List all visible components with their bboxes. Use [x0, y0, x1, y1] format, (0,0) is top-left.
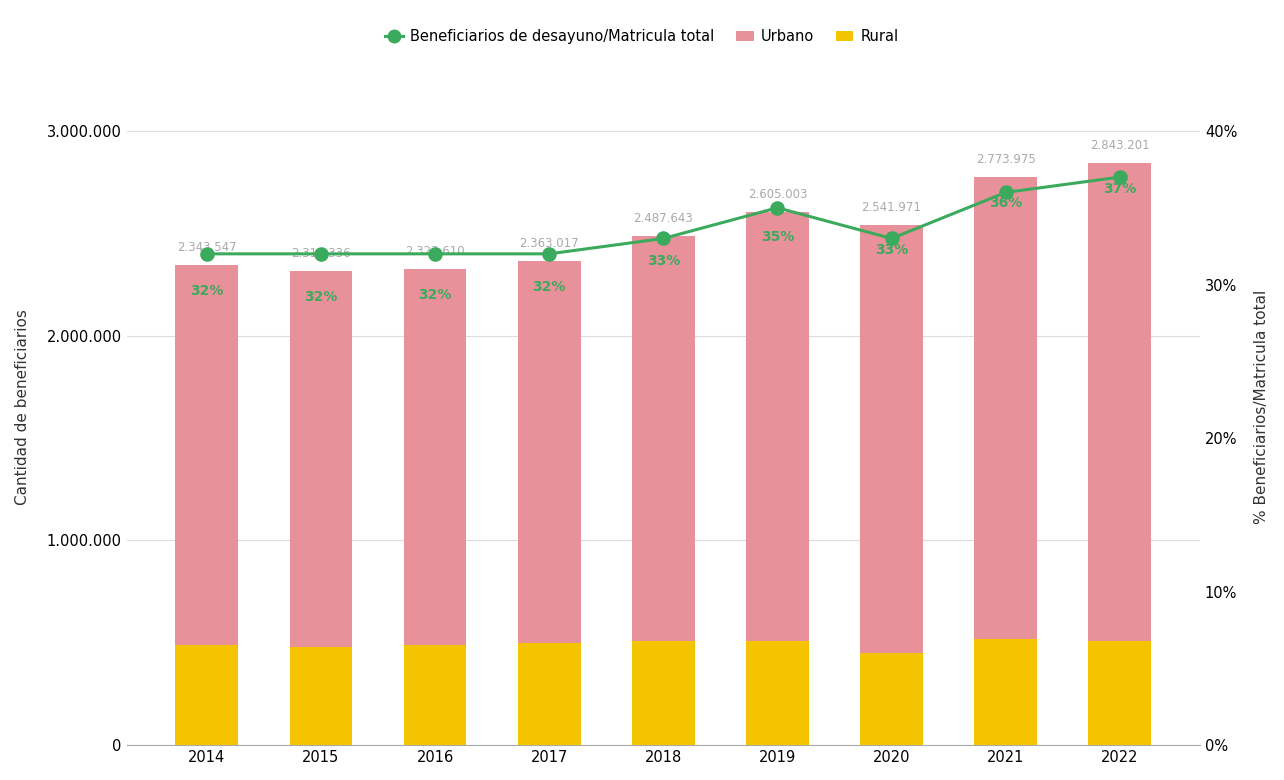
- Bar: [403, 645, 466, 745]
- Text: 2.314.336: 2.314.336: [291, 247, 351, 260]
- Bar: [290, 647, 352, 745]
- Y-axis label: % Beneficiarios/Matricula total: % Beneficiarios/Matricula total: [1254, 290, 1269, 524]
- Bar: [403, 269, 466, 645]
- Bar: [975, 177, 1037, 639]
- Text: 2.343.547: 2.343.547: [177, 241, 236, 254]
- Bar: [632, 640, 695, 745]
- Bar: [290, 271, 352, 647]
- Text: 32%: 32%: [533, 280, 566, 294]
- Bar: [975, 639, 1037, 745]
- Y-axis label: Cantidad de beneficiarios: Cantidad de beneficiarios: [15, 310, 30, 505]
- Text: 2.843.201: 2.843.201: [1090, 139, 1149, 152]
- Text: 32%: 32%: [190, 284, 223, 298]
- Text: 32%: 32%: [419, 288, 452, 302]
- Bar: [517, 643, 580, 745]
- Text: 35%: 35%: [760, 230, 794, 244]
- Bar: [746, 212, 809, 640]
- Bar: [860, 225, 923, 653]
- Text: 37%: 37%: [1103, 182, 1136, 196]
- Text: 36%: 36%: [989, 196, 1022, 210]
- Text: 33%: 33%: [647, 254, 681, 268]
- Bar: [860, 653, 923, 745]
- Text: 2.323.610: 2.323.610: [406, 245, 465, 258]
- Text: 2.541.971: 2.541.971: [862, 200, 922, 214]
- Bar: [746, 640, 809, 745]
- Text: 2.487.643: 2.487.643: [633, 211, 693, 225]
- Bar: [1089, 163, 1152, 640]
- Text: 2.605.003: 2.605.003: [747, 188, 808, 200]
- Text: 33%: 33%: [874, 243, 908, 257]
- Bar: [176, 265, 239, 645]
- Text: 2.363.017: 2.363.017: [519, 237, 579, 250]
- Legend: Beneficiarios de desayuno/Matricula total, Urbano, Rural: Beneficiarios de desayuno/Matricula tota…: [379, 23, 905, 50]
- Bar: [517, 261, 580, 643]
- Bar: [632, 236, 695, 640]
- Bar: [176, 645, 239, 745]
- Bar: [1089, 640, 1152, 745]
- Text: 32%: 32%: [304, 290, 338, 303]
- Text: 2.773.975: 2.773.975: [976, 153, 1036, 166]
